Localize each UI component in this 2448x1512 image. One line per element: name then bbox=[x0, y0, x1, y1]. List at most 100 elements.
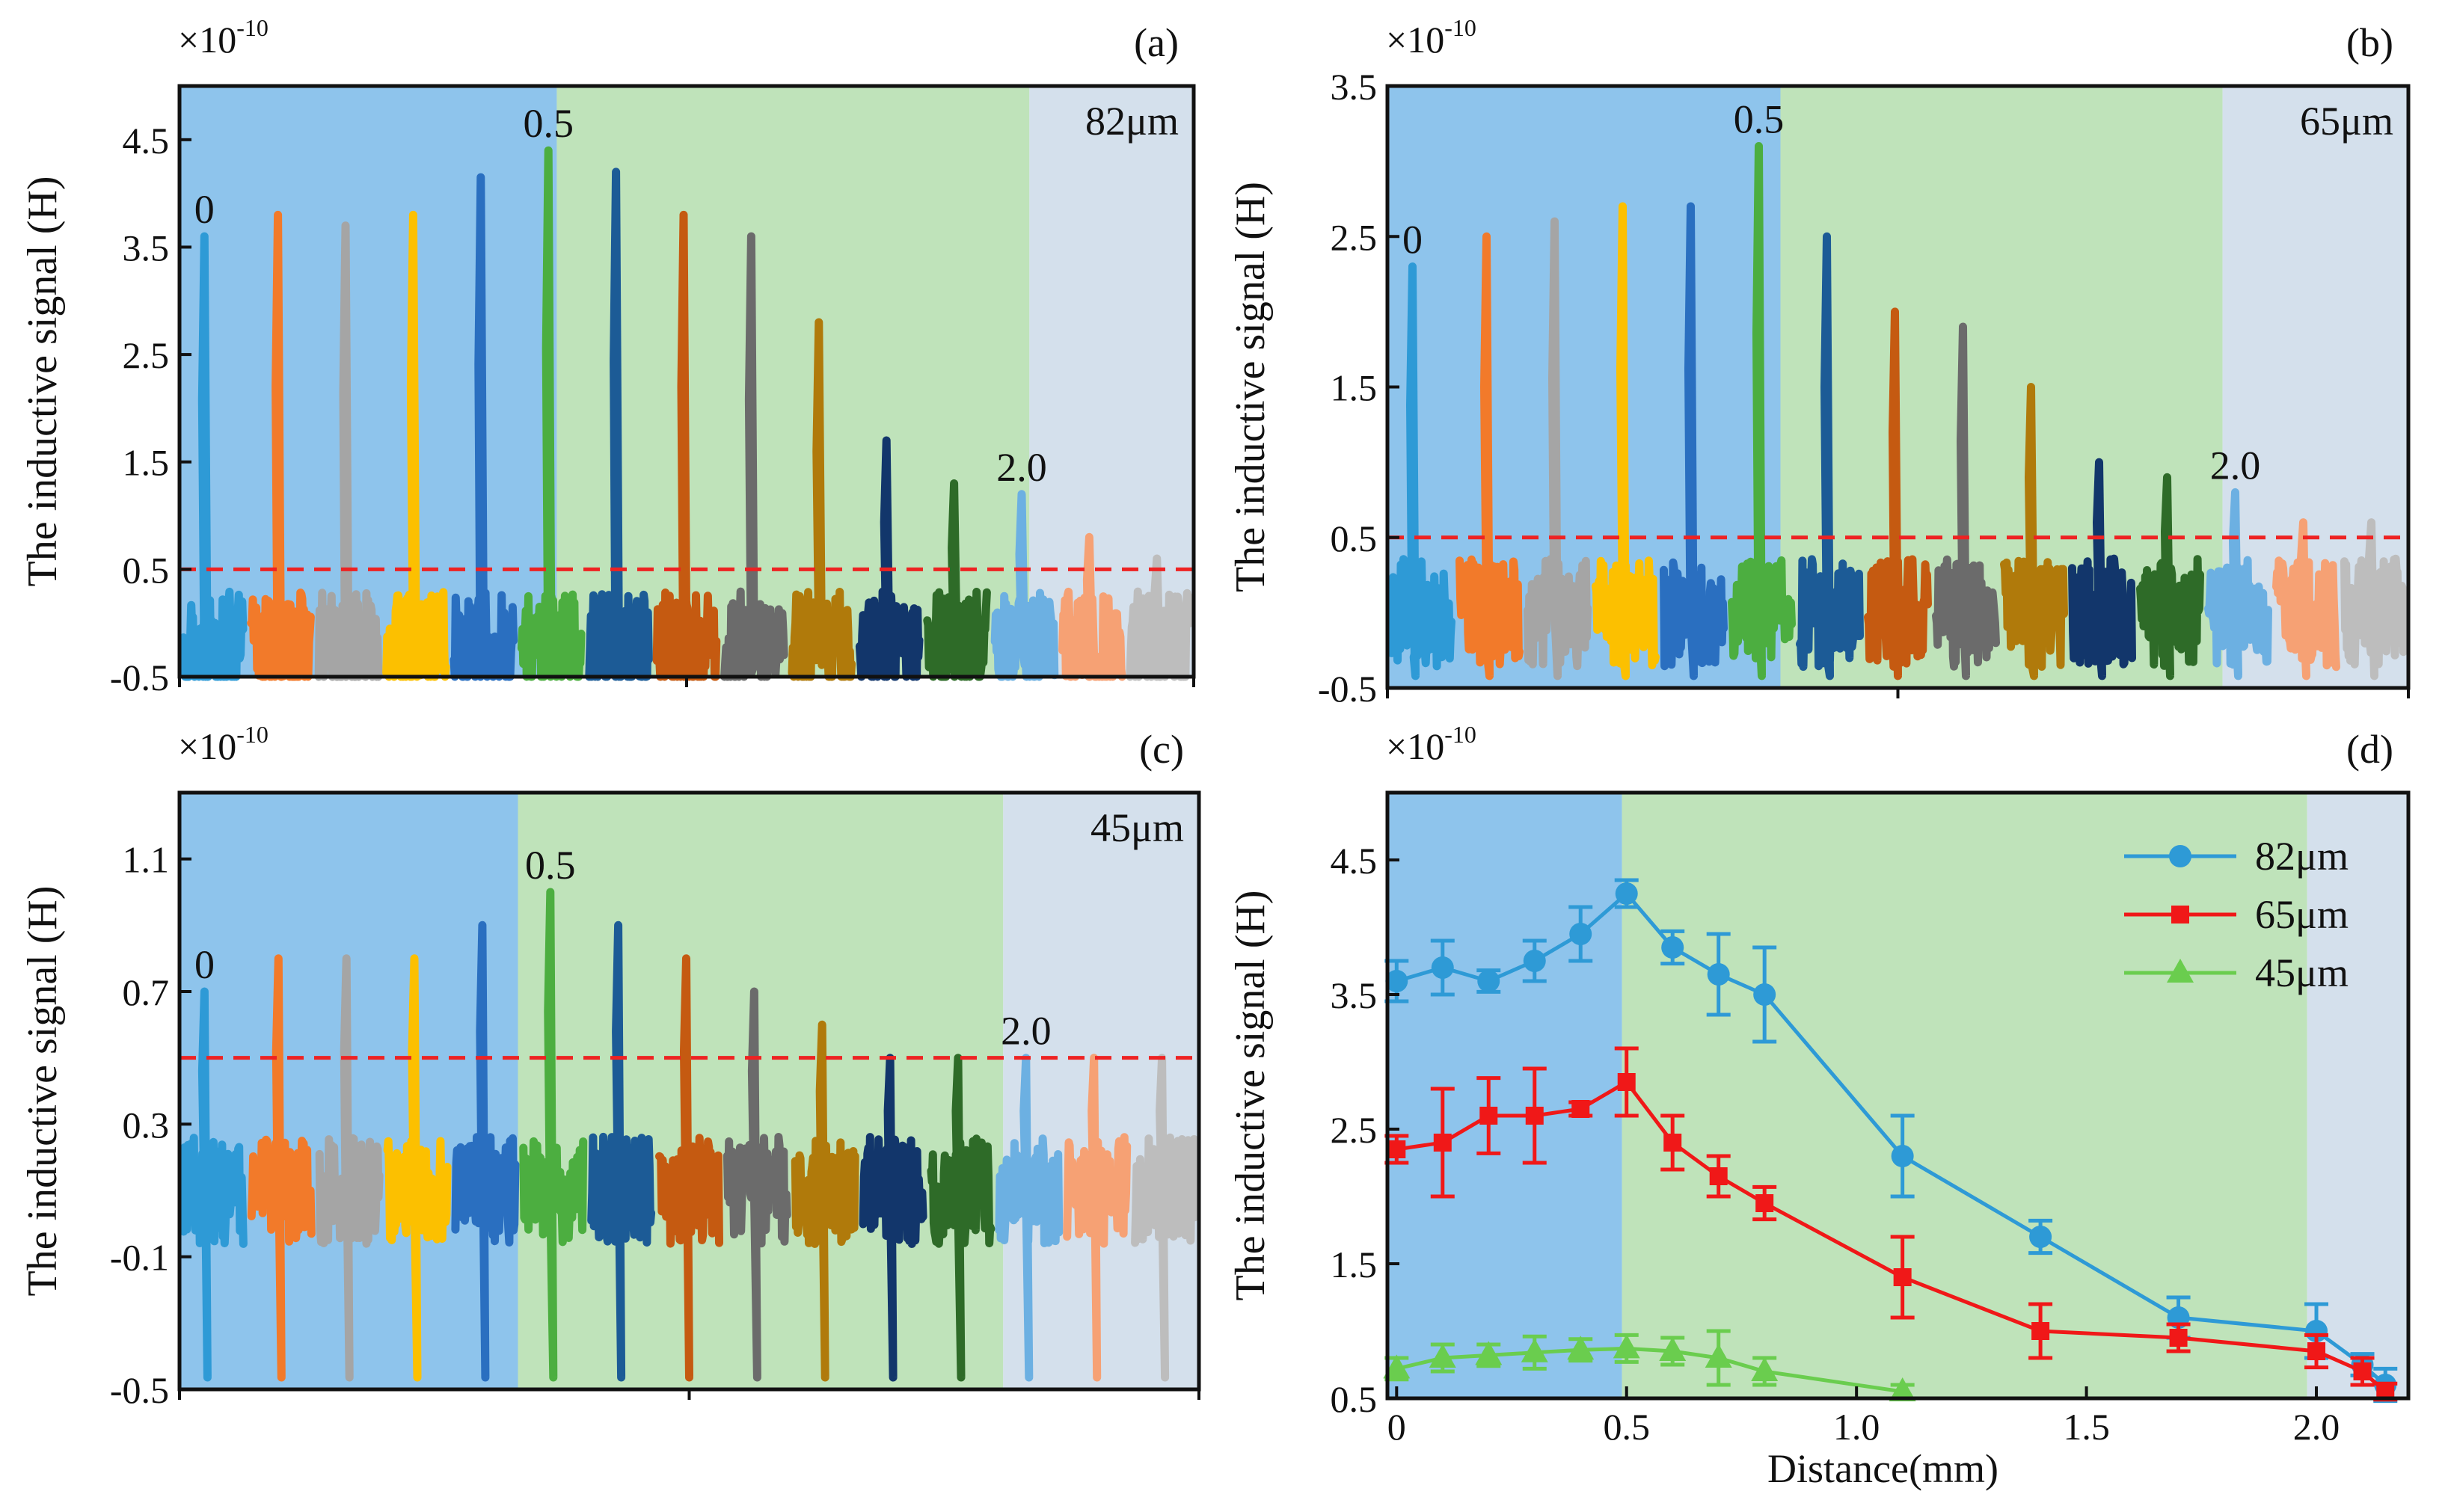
data-point-circle bbox=[1753, 983, 1776, 1006]
legend-marker bbox=[2169, 845, 2191, 867]
legend-marker bbox=[2171, 906, 2189, 924]
signal-trace-0.5 bbox=[519, 888, 588, 1382]
signal-trace-2.15 bbox=[1126, 554, 1194, 681]
legend-label: 65μm bbox=[2255, 892, 2349, 937]
y-tick-label: -0.1 bbox=[110, 1237, 169, 1279]
y-tick-label: -0.5 bbox=[110, 657, 169, 698]
signal-trace-0.4 bbox=[1660, 202, 1728, 680]
panel-label: (c) bbox=[1139, 727, 1184, 772]
plot-frame bbox=[1385, 790, 2411, 1401]
signal-trace-0 bbox=[179, 232, 248, 681]
data-point-triangle bbox=[1889, 1377, 1916, 1401]
data-point-square bbox=[1709, 1167, 1728, 1185]
panel-b: -0.5 0.5 1.5 2.5 3.5 The inductive signal (H)… bbox=[1227, 14, 2411, 710]
data-point-square bbox=[1893, 1268, 1912, 1286]
y-tick-label: 0.7 bbox=[123, 971, 170, 1013]
data-point-triangle bbox=[1751, 1357, 1779, 1381]
y-axis-label: The inductive signal (H) bbox=[1227, 891, 1274, 1301]
multiplier-base: ×10 bbox=[1386, 19, 1444, 61]
multiplier-base: ×10 bbox=[1386, 725, 1444, 767]
data-point-square bbox=[2307, 1342, 2326, 1360]
y-axis-label: The inductive signal (H) bbox=[19, 176, 66, 587]
series-line-45μm bbox=[1396, 1346, 1903, 1394]
signal-trace-0.4 bbox=[450, 173, 518, 681]
y-tick-label: 1.5 bbox=[1331, 367, 1378, 409]
data-point-square bbox=[2169, 1329, 2188, 1347]
axis-multiplier: ×10-10 bbox=[1386, 721, 1476, 767]
data-point-square bbox=[2353, 1362, 2372, 1380]
distance-annotation: 0 bbox=[194, 942, 215, 987]
region-band bbox=[1387, 793, 1622, 1398]
data-point-circle bbox=[1707, 963, 1730, 986]
data-point-circle bbox=[1661, 936, 1684, 959]
y-axis-label: The inductive signal (H) bbox=[19, 886, 66, 1297]
y-tick-label: 3.5 bbox=[1331, 974, 1378, 1016]
signal-trace-2.0 bbox=[2204, 488, 2272, 680]
signal-trace-0.6 bbox=[1796, 232, 1864, 680]
data-point-triangle bbox=[1383, 1354, 1411, 1379]
panel-c: -0.5 -0.1 0.3 0.7 1.1 The inductive signal (H… bbox=[19, 721, 1201, 1411]
y-axis-label: The inductive signal (H) bbox=[1227, 182, 1274, 592]
legend-label: 45μm bbox=[2255, 950, 2349, 995]
x-axis-label: Distance(mm) bbox=[1767, 1446, 1998, 1491]
signal-trace-1.7 bbox=[923, 479, 991, 681]
data-point-triangle bbox=[1659, 1337, 1687, 1361]
x-tick-label: 2.0 bbox=[2293, 1406, 2340, 1448]
signal-trace-0.2 bbox=[315, 954, 384, 1382]
signal-trace-2.15 bbox=[1131, 1054, 1199, 1382]
signal-trace-2.1 bbox=[1063, 1054, 1132, 1382]
distance-annotation: 2.0 bbox=[996, 445, 1047, 490]
x-tick-label: 0 bbox=[1387, 1406, 1406, 1448]
signal-trace-0 bbox=[180, 987, 248, 1382]
signal-trace-0.2 bbox=[314, 221, 383, 681]
signal-trace-0.7 bbox=[655, 954, 723, 1382]
y-tick-label: 0.5 bbox=[123, 549, 170, 591]
multiplier-exponent: -10 bbox=[236, 14, 269, 41]
legend-marker bbox=[2167, 959, 2194, 983]
multiplier-exponent: -10 bbox=[1444, 721, 1476, 748]
panel-d: 0.51.52.53.54.50 0.5 1.0 1.5 2.0Distance(mm)… bbox=[1227, 721, 2411, 1491]
distance-annotation: 2.0 bbox=[2210, 443, 2261, 488]
data-point-circle bbox=[1569, 923, 1592, 945]
region-band bbox=[1622, 793, 2307, 1398]
signal-trace-0.8 bbox=[1932, 322, 2000, 680]
y-tick-label: 3.5 bbox=[123, 227, 170, 268]
signal-trace-0.7 bbox=[1864, 307, 1932, 680]
y-tick-label: 2.5 bbox=[123, 334, 170, 376]
signal-trace-0.5 bbox=[1728, 142, 1796, 680]
x-tick-label: 1.0 bbox=[1833, 1406, 1880, 1448]
y-tick-label: -0.5 bbox=[110, 1369, 169, 1411]
y-tick-label: 1.5 bbox=[1331, 1244, 1378, 1285]
data-point-circle bbox=[1431, 956, 1454, 979]
signal-trace-0.3 bbox=[1592, 202, 1660, 680]
multiplier-exponent: -10 bbox=[236, 721, 269, 748]
region-band bbox=[1029, 86, 1194, 677]
y-tick-label: 1.5 bbox=[123, 442, 170, 484]
data-point-circle bbox=[1523, 950, 1546, 972]
signal-trace-1.1 bbox=[788, 318, 856, 681]
signal-trace-0.5 bbox=[517, 146, 586, 681]
signal-trace-0.2 bbox=[1524, 217, 1592, 680]
signal-trace-0.7 bbox=[652, 210, 721, 681]
signal-trace-2.0 bbox=[990, 490, 1059, 681]
y-tick-label: 4.5 bbox=[1331, 840, 1378, 882]
y-tick-label: 1.1 bbox=[123, 839, 170, 881]
data-point-square bbox=[1663, 1134, 1682, 1152]
data-point-square bbox=[1525, 1107, 1544, 1125]
signal-trace-2.1 bbox=[1058, 532, 1126, 681]
data-point-triangle bbox=[1475, 1341, 1503, 1365]
x-tick-label: 0.5 bbox=[1603, 1406, 1650, 1448]
distance-annotation: 2.0 bbox=[1001, 1009, 1052, 1054]
data-point-triangle bbox=[1429, 1344, 1456, 1368]
size-label: 65μm bbox=[2300, 99, 2393, 144]
data-point-circle bbox=[1477, 970, 1500, 992]
axis-multiplier: ×10-10 bbox=[178, 14, 269, 61]
panel-a: -0.5 0.5 1.5 2.5 3.5 4.5 The inductive signal … bbox=[19, 14, 1196, 698]
data-point-square bbox=[1433, 1134, 1452, 1152]
data-point-square bbox=[1571, 1100, 1590, 1118]
signal-trace-2.0 bbox=[995, 1054, 1064, 1382]
signal-trace-0.3 bbox=[382, 210, 450, 681]
signal-trace-1.4 bbox=[2068, 458, 2136, 680]
distance-annotation: 0.5 bbox=[1734, 97, 1785, 142]
